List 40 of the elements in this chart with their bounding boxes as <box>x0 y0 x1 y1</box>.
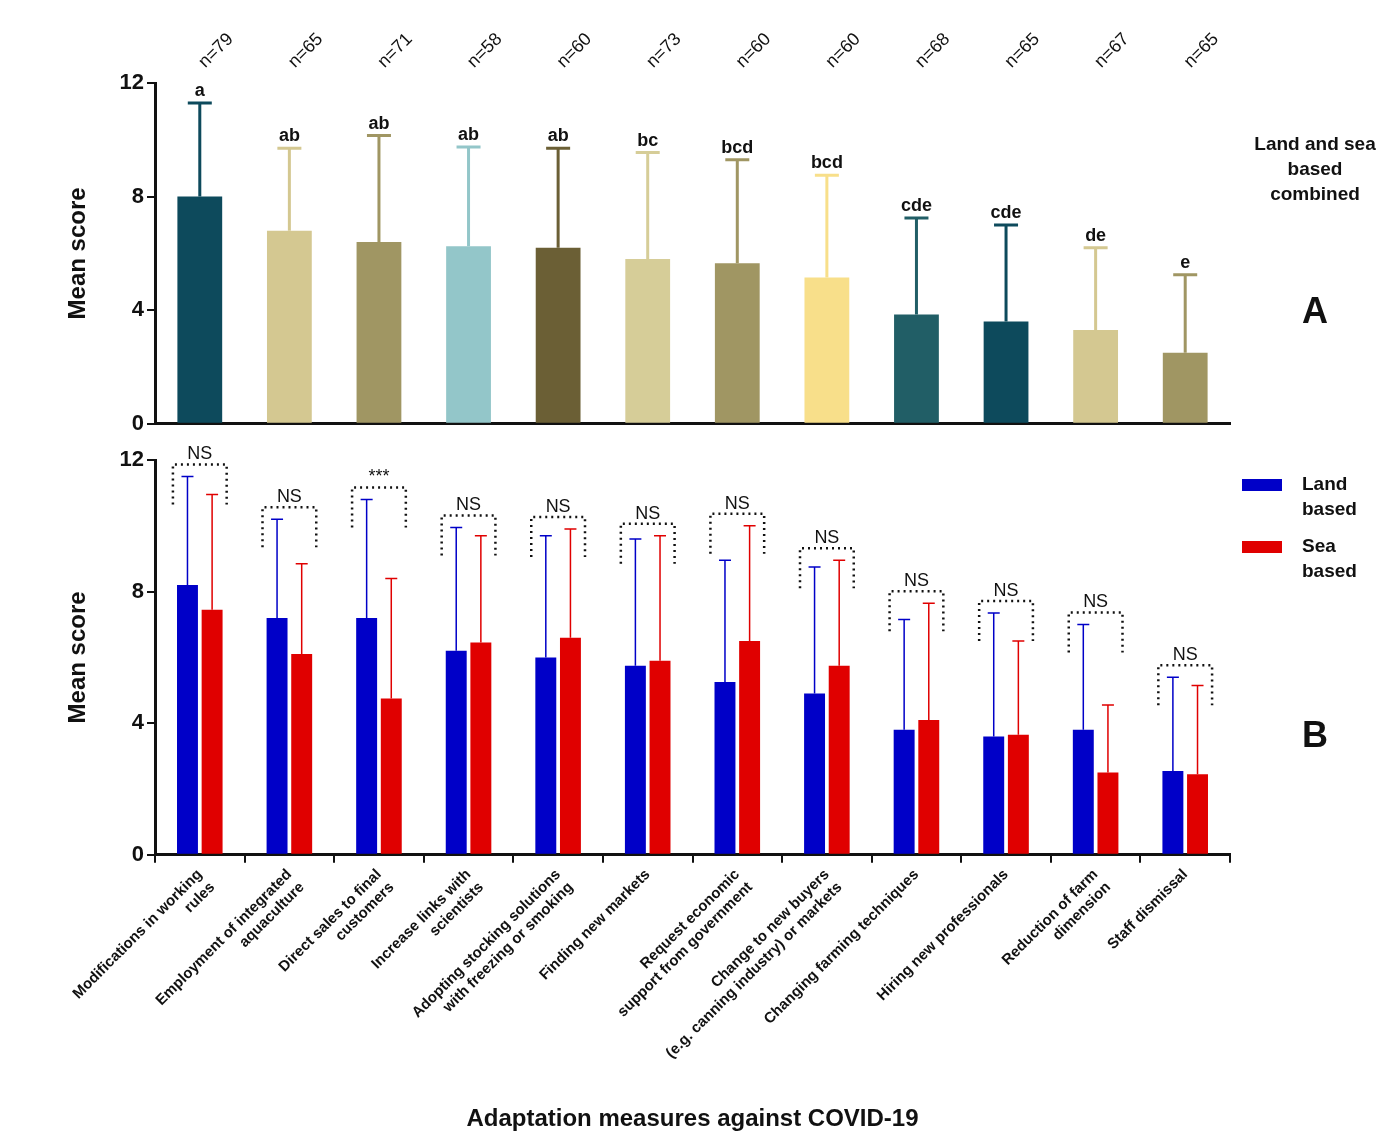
annotation: NS <box>993 579 1019 600</box>
y-tick-label: 12 <box>119 69 144 95</box>
annotation: bcd <box>810 152 843 173</box>
annotation: e <box>1180 251 1191 272</box>
annotation: ab <box>547 125 569 146</box>
annotation: NS <box>724 492 750 513</box>
x-axis-title: Adaptation measures against COVID-19 <box>466 1104 919 1132</box>
annotation: NS <box>456 494 482 515</box>
annotation: bc <box>637 129 659 150</box>
y-tick-label: 8 <box>131 182 144 208</box>
y-tick-label: 0 <box>131 409 144 435</box>
annotation: ab <box>458 123 480 144</box>
annotation: NS <box>545 496 571 517</box>
y-tick-label: 8 <box>131 577 144 603</box>
y-axis-title: Mean score <box>63 591 91 724</box>
y-tick-label: 4 <box>131 709 145 735</box>
annotation: de <box>1085 224 1107 245</box>
annotation: NS <box>187 443 213 464</box>
text: Land and sea based combined <box>1254 133 1377 205</box>
annotation: NS <box>814 527 840 548</box>
annotation: NS <box>903 570 929 591</box>
text: B <box>1302 714 1328 756</box>
legend-label: Land based <box>1302 473 1357 520</box>
annotation: bcd <box>721 136 754 157</box>
annotation: NS <box>276 486 302 507</box>
annotation: *** <box>368 466 390 487</box>
annotation: cde <box>900 194 932 215</box>
y-tick-label: 0 <box>131 840 144 866</box>
y-axis-title: Mean score <box>63 187 91 320</box>
annotation: NS <box>1172 644 1198 665</box>
text: A <box>1302 290 1328 332</box>
annotation: ab <box>368 112 390 133</box>
annotation: NS <box>1083 591 1109 612</box>
annotation: cde <box>990 201 1022 222</box>
legend-label: Sea based <box>1302 535 1357 582</box>
y-tick-label: 4 <box>131 296 145 322</box>
annotation: a <box>194 79 206 100</box>
annotation: NS <box>635 502 661 523</box>
y-tick-label: 12 <box>119 446 144 472</box>
annotation: ab <box>278 125 300 146</box>
